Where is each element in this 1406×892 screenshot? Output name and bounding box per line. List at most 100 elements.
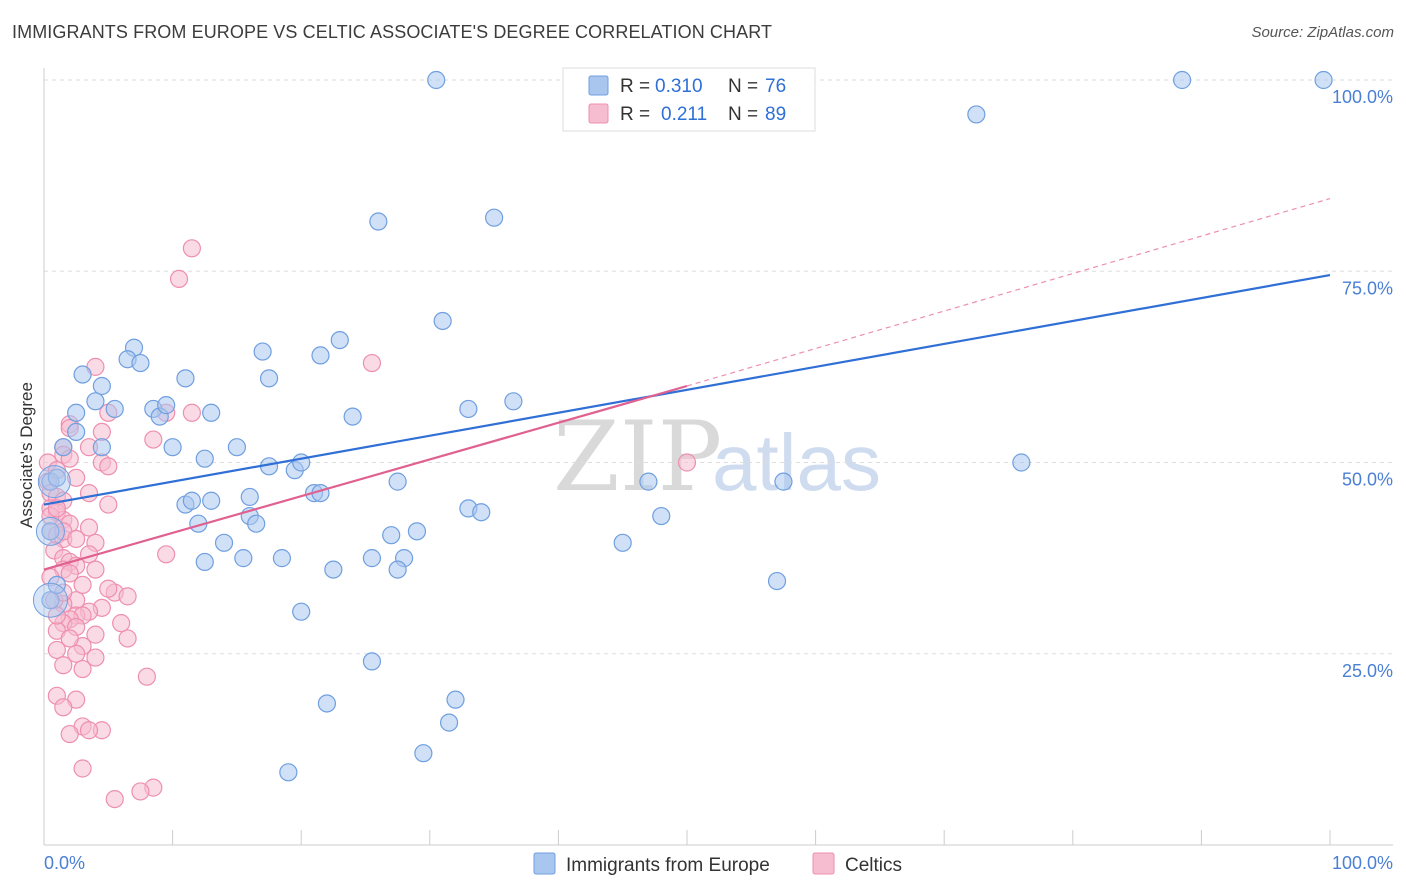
- x-tick-marks: [43, 830, 1331, 845]
- legend-n-value-blue: 76: [765, 76, 786, 97]
- europe-point: [240, 487, 259, 507]
- europe-point: [311, 346, 330, 365]
- x-tick-label-min: 0.0%: [44, 853, 85, 873]
- europe-point: [362, 549, 382, 568]
- celtics-point: [54, 656, 73, 675]
- europe-point: [369, 212, 388, 231]
- europe-point: [472, 503, 491, 522]
- celtics-point: [79, 721, 99, 740]
- europe-point: [67, 422, 86, 441]
- celtics-trend-line: [43, 384, 688, 571]
- europe-point: [202, 491, 221, 510]
- europe-point-large: [35, 516, 65, 546]
- legend-n-label-pink: N =: [728, 104, 758, 125]
- europe-point: [292, 602, 311, 621]
- europe-point: [247, 514, 266, 533]
- europe-point: [439, 713, 459, 732]
- europe-point: [652, 506, 671, 526]
- europe-trend-line: [43, 273, 1331, 506]
- celtics-point: [182, 239, 201, 258]
- europe-point: [202, 403, 221, 422]
- europe-point: [639, 472, 658, 491]
- celtics-point: [144, 430, 163, 449]
- chart-title: IMMIGRANTS FROM EUROPE VS CELTIC ASSOCIA…: [12, 22, 773, 42]
- y-axis-label: Associate's Degree: [17, 382, 36, 528]
- europe-point: [459, 399, 478, 419]
- celtics-point: [54, 698, 73, 717]
- celtics-point: [99, 457, 118, 476]
- europe-point: [234, 549, 253, 568]
- europe-point: [407, 522, 427, 541]
- europe-point: [446, 690, 465, 709]
- celtics-point: [86, 625, 105, 644]
- celtics-point: [60, 629, 79, 648]
- europe-point: [1314, 70, 1333, 90]
- celtics-point: [112, 614, 131, 633]
- europe-point: [67, 403, 86, 422]
- series-legend-swatch-celtics: [812, 852, 835, 875]
- celtics-point: [118, 587, 137, 606]
- europe-point: [105, 399, 124, 419]
- europe-point: [73, 365, 92, 384]
- europe-point: [1173, 70, 1192, 90]
- celtics-point: [677, 453, 697, 472]
- europe-point: [433, 311, 452, 331]
- europe-point: [414, 744, 433, 763]
- europe-point: [1012, 453, 1031, 472]
- europe-point: [195, 449, 214, 468]
- europe-point: [92, 438, 111, 457]
- europe-point: [279, 763, 298, 782]
- legend-n-value-pink: 89: [765, 104, 786, 125]
- europe-point: [613, 533, 632, 552]
- europe-point: [324, 560, 343, 579]
- europe-point: [388, 472, 407, 491]
- celtics-point: [92, 422, 111, 441]
- europe-point: [163, 438, 182, 457]
- europe-point: [182, 491, 201, 510]
- europe-point: [195, 552, 214, 572]
- europe-point: [343, 407, 362, 426]
- europe-point-large: [32, 582, 68, 618]
- celtics-point: [105, 789, 124, 809]
- europe-point: [176, 369, 195, 388]
- y-tick-labels: 25.0% 50.0% 75.0% 100.0%: [1332, 87, 1393, 681]
- europe-point: [41, 591, 60, 610]
- europe-points: [32, 70, 1333, 782]
- celtics-point: [118, 629, 137, 648]
- gridlines: [44, 79, 1393, 655]
- europe-point: [362, 652, 382, 671]
- celtics-point: [67, 644, 86, 663]
- legend-r-label-blue: R =: [620, 76, 650, 97]
- europe-point: [86, 392, 105, 411]
- legend-r-value-pink: 0.211: [661, 104, 707, 125]
- y-tick-label: 50.0%: [1342, 470, 1393, 490]
- celtics-point: [67, 529, 86, 549]
- celtics-point: [131, 782, 150, 801]
- europe-point: [54, 438, 73, 457]
- celtics-point: [67, 468, 86, 487]
- celtics-point: [182, 403, 201, 422]
- legend-swatch-blue: [588, 75, 609, 96]
- y-tick-label: 25.0%: [1342, 661, 1393, 681]
- series-legend: Immigrants from Europe Celtics: [533, 852, 902, 876]
- europe-point: [92, 376, 111, 396]
- europe-point: [317, 694, 337, 713]
- celtics-point: [79, 484, 99, 503]
- celtics-point: [362, 353, 382, 373]
- series-legend-swatch-europe: [533, 852, 556, 875]
- legend-swatch-pink: [588, 103, 609, 124]
- europe-point: [485, 208, 504, 227]
- europe-point: [427, 70, 446, 90]
- x-tick-label-max: 100.0%: [1332, 853, 1393, 873]
- europe-point: [253, 342, 272, 361]
- celtics-points: [38, 239, 697, 809]
- celtics-point: [60, 564, 79, 583]
- celtics-point: [137, 667, 156, 686]
- europe-point: [157, 396, 176, 415]
- europe-point: [967, 105, 986, 124]
- celtics-point: [73, 759, 92, 778]
- celtics-point: [99, 495, 118, 514]
- stats-legend: R = 0.310 N = 76 R = 0.211 N = 89: [562, 67, 816, 132]
- europe-point: [382, 526, 401, 545]
